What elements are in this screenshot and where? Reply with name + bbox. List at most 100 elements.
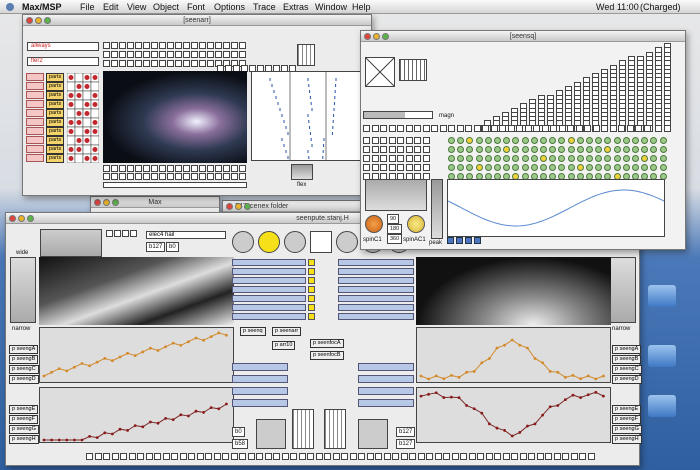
toggle[interactable] [570,453,578,460]
toggle[interactable] [530,164,538,171]
toggle[interactable] [145,453,153,460]
toggle[interactable] [127,42,134,49]
window-button[interactable] [27,215,34,222]
toggle[interactable] [457,164,465,171]
toggle[interactable] [473,125,481,132]
toggle[interactable] [643,125,651,132]
toggle[interactable] [632,137,639,144]
toggle[interactable] [451,453,459,460]
toggle[interactable] [207,51,214,58]
button[interactable] [336,231,358,253]
toggle[interactable] [307,453,314,460]
pink-button[interactable] [26,100,44,108]
parts-box[interactable]: parts [46,82,65,91]
toggle[interactable] [188,453,195,460]
toggle[interactable] [230,453,238,460]
parts-box[interactable]: parts [46,100,65,109]
patch-box[interactable]: p seengD [612,375,642,384]
pink-button[interactable] [26,73,44,81]
menu-item[interactable]: Window [315,2,348,12]
pink-button[interactable] [26,154,44,162]
window-button[interactable] [112,199,119,206]
toggle[interactable] [290,453,297,460]
toggle[interactable] [239,165,246,172]
toggle[interactable] [239,453,246,460]
toggle[interactable] [521,155,529,162]
toggle[interactable] [475,155,483,162]
toggle[interactable] [466,146,474,153]
toggle[interactable] [604,164,612,171]
toggle[interactable] [388,164,396,171]
toggle[interactable] [422,125,430,132]
toggle[interactable] [167,165,174,172]
button[interactable] [232,231,254,253]
toggle[interactable] [558,125,566,132]
toggle[interactable] [371,146,379,153]
toggle[interactable] [388,137,396,144]
patch-box[interactable]: p seenfocB [310,351,344,360]
toggle[interactable] [380,125,387,132]
toggle[interactable] [641,155,649,162]
parts-box[interactable]: parts [46,118,65,127]
toggle[interactable] [576,164,584,171]
toggle[interactable] [448,155,455,162]
toggle[interactable] [422,137,430,144]
toggle[interactable] [191,165,198,172]
toggle[interactable] [466,164,474,171]
dropdown[interactable]: elec4 hail [146,231,226,239]
window-button[interactable] [9,215,16,222]
parts-box[interactable]: parts [46,145,65,154]
toggle[interactable] [215,165,222,172]
pink-button[interactable] [26,136,44,144]
toggle[interactable] [448,164,455,171]
window-button[interactable] [18,215,25,222]
toggle[interactable] [183,42,190,49]
toggle[interactable] [231,51,238,58]
toggle[interactable] [417,453,425,460]
toggle[interactable] [540,164,547,171]
toggle[interactable] [171,453,178,460]
toggle[interactable] [521,137,529,144]
menu-item[interactable]: Trace [253,2,276,12]
toggle[interactable] [111,165,118,172]
toggle[interactable] [448,137,455,144]
toggle[interactable] [587,453,595,460]
toggle[interactable] [405,146,413,153]
slider[interactable] [358,363,414,371]
patch-box[interactable]: p seenarr [272,327,302,336]
parts-box[interactable]: parts [46,91,65,100]
toggle[interactable] [111,51,118,58]
button[interactable] [456,237,463,244]
toggle[interactable] [363,146,370,153]
toggle[interactable] [524,125,532,132]
button[interactable] [310,231,332,253]
toggle[interactable] [635,125,642,132]
patch-box[interactable]: p seengH [9,435,39,444]
toggle[interactable] [512,137,520,144]
slider[interactable] [232,363,288,371]
toggle[interactable] [159,165,166,172]
patch-box[interactable]: p seengF [612,415,641,424]
patch-box[interactable]: p seengA [612,345,642,354]
toggle[interactable] [567,155,575,162]
toggle[interactable] [179,453,187,460]
dial[interactable] [407,215,425,233]
slider[interactable] [338,286,414,293]
dial[interactable] [365,215,383,233]
toggle[interactable] [247,453,255,460]
toggle[interactable] [199,165,206,172]
toggle[interactable] [519,453,527,460]
toggle[interactable] [530,137,538,144]
toggle[interactable] [533,125,540,132]
toggle[interactable] [659,146,667,153]
toggle[interactable] [586,137,593,144]
toggle[interactable] [162,453,170,460]
toggle[interactable] [609,125,617,132]
toggle[interactable] [358,453,365,460]
slider[interactable] [358,399,414,407]
toggle[interactable] [143,42,150,49]
dropdown[interactable]: allways [27,42,99,51]
patch-box[interactable]: p arr10 [272,341,296,350]
toggle[interactable] [397,164,404,171]
desktop-icon[interactable] [648,345,676,367]
